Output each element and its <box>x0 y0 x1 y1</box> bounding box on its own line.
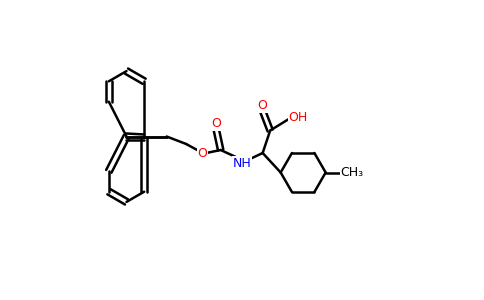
Text: O: O <box>198 146 208 160</box>
Text: O: O <box>257 99 268 112</box>
Text: NH: NH <box>232 157 251 170</box>
Text: O: O <box>211 117 221 130</box>
Text: OH: OH <box>288 110 308 124</box>
Text: CH₃: CH₃ <box>341 166 363 179</box>
